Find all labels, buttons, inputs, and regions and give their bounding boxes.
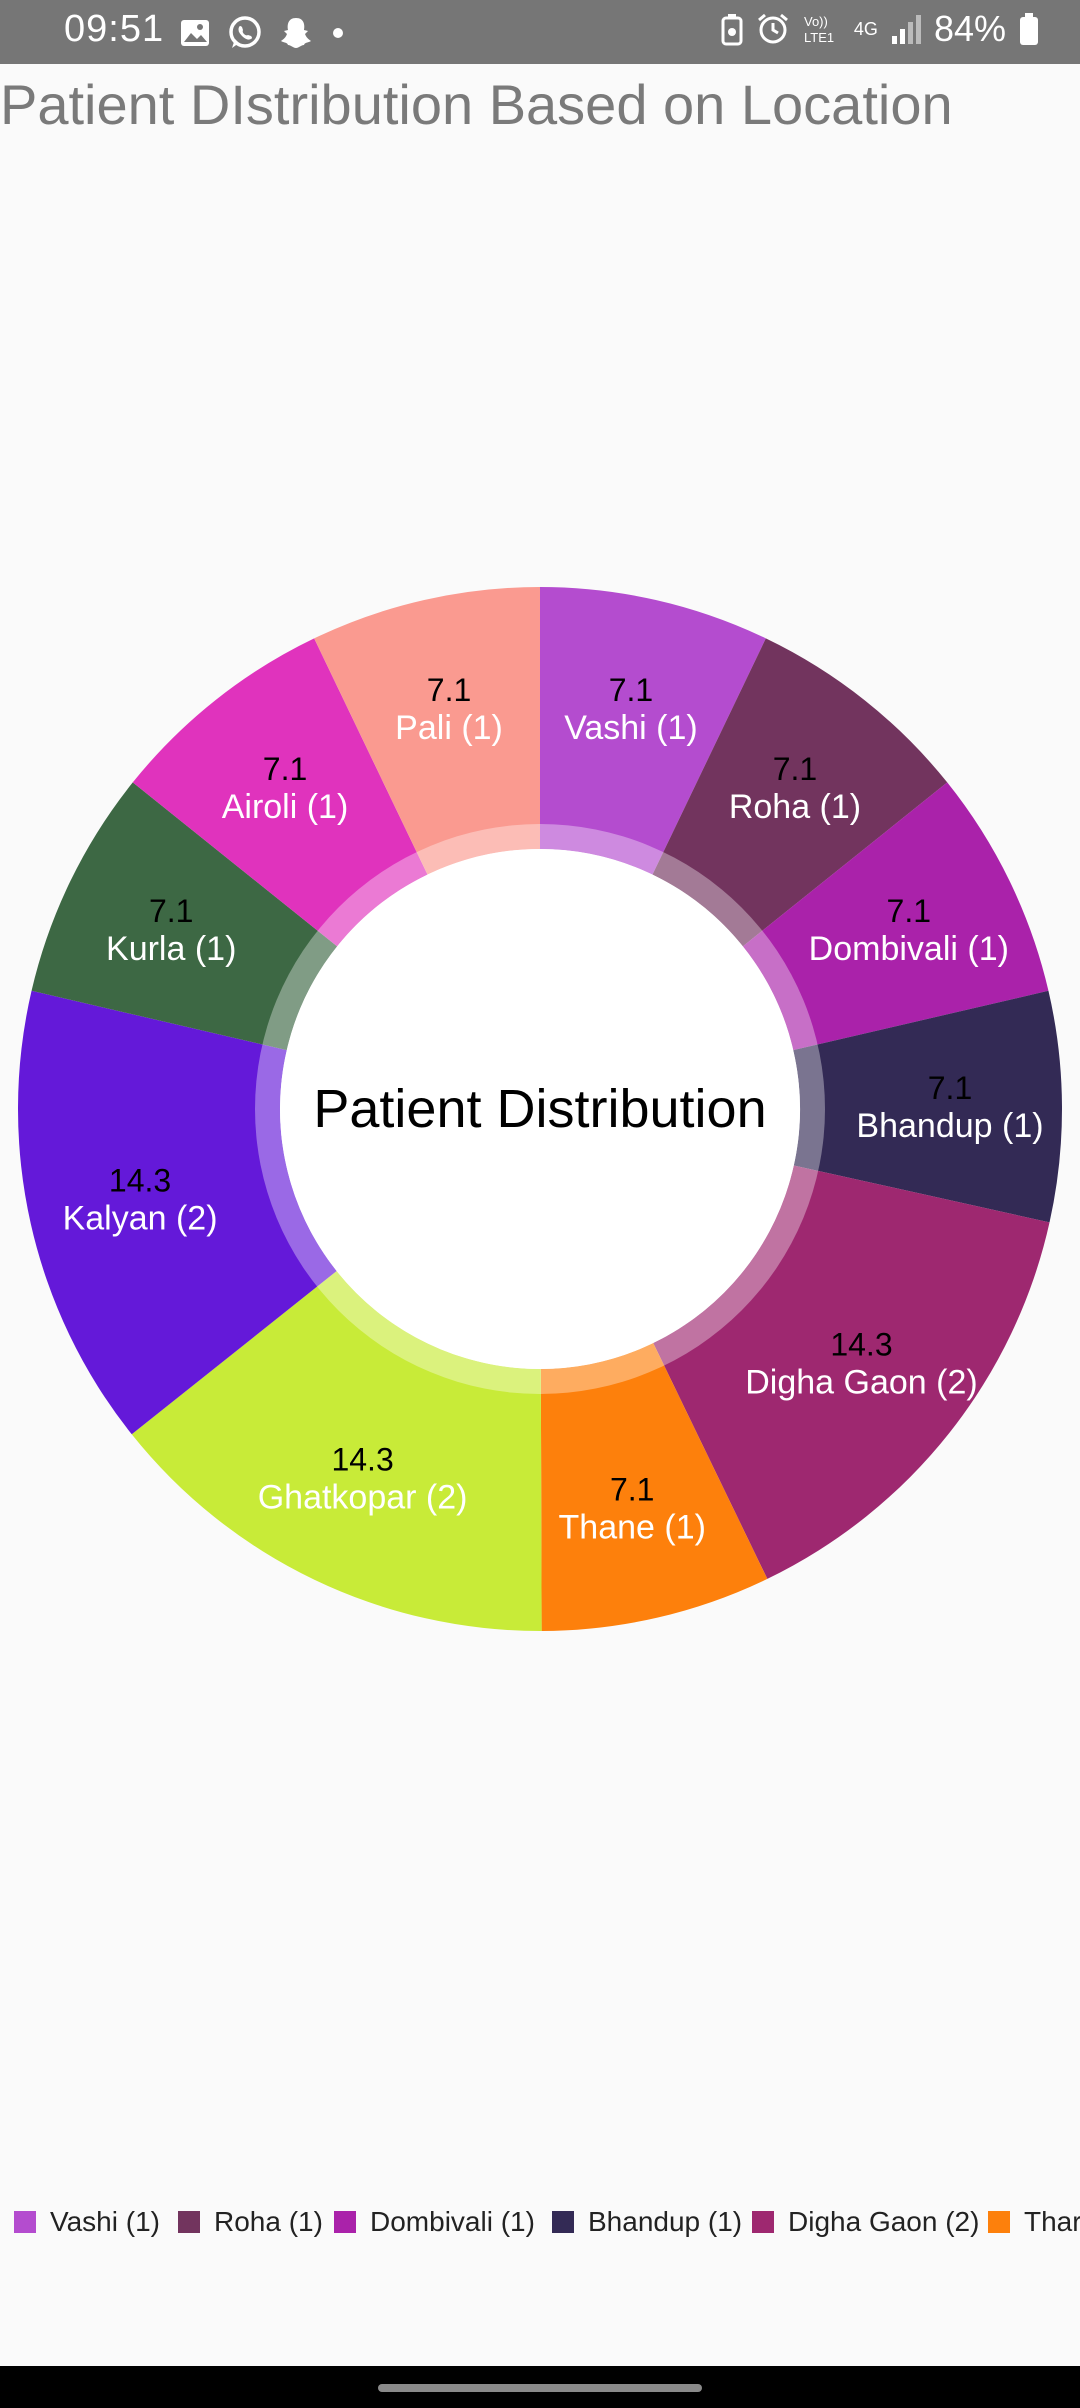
donut-hole — [280, 849, 800, 1369]
signal-icon — [891, 15, 921, 44]
center-label: Patient Distribution — [313, 1079, 766, 1139]
pie-slice[interactable] — [653, 1165, 1050, 1579]
battery-saver-icon — [721, 14, 743, 46]
slice-category-label: Bhandup (1) — [856, 1107, 1043, 1145]
svg-text:LTE1: LTE1 — [804, 30, 834, 45]
slice-category-label: Digha Gaon (2) — [745, 1363, 977, 1401]
slice-value-label: 7.1 — [610, 1471, 654, 1507]
slice-category-label: Kalyan (2) — [63, 1199, 218, 1237]
chart-legend: Vashi (1) Roha (1) Dombivali (1) Bhandup (1… — [0, 2206, 1080, 2250]
pie-slice[interactable] — [652, 638, 948, 947]
whatsapp-icon — [229, 16, 261, 48]
legend-item[interactable]: Thar — [988, 2206, 1080, 2238]
pie-slice[interactable] — [31, 782, 338, 1051]
slice-value-label: 7.1 — [928, 1070, 972, 1106]
legend-swatch — [988, 2211, 1010, 2233]
legend-label: Dombivali (1) — [370, 2206, 535, 2237]
legend-swatch — [552, 2211, 574, 2233]
slice-category-label: Ghatkopar (2) — [258, 1479, 468, 1517]
pie-slice[interactable] — [132, 638, 428, 947]
snapchat-icon — [281, 18, 311, 48]
navigation-bar — [0, 2366, 1080, 2408]
slice-value-label: 7.1 — [149, 893, 193, 929]
slice-value-label: 7.1 — [427, 672, 471, 708]
notification-icons — [178, 14, 348, 52]
legend-item[interactable]: Dombivali (1) — [334, 2206, 535, 2238]
legend-label: Digha Gaon (2) — [788, 2206, 980, 2237]
home-gesture-pill[interactable] — [378, 2384, 702, 2392]
pie-slice[interactable] — [131, 1271, 542, 1631]
pie-slice[interactable] — [17, 990, 337, 1435]
slice-value-label: 14.3 — [109, 1162, 171, 1198]
legend-label: Thar — [1024, 2206, 1080, 2237]
volte-icon: Vo))LTE1 — [804, 14, 834, 45]
network-type: 4G — [853, 19, 878, 39]
pie-slice[interactable] — [314, 587, 540, 875]
legend-item[interactable]: Vashi (1) — [14, 2206, 160, 2238]
slice-category-label: Dombivali (1) — [809, 930, 1009, 968]
dot-icon — [333, 28, 343, 38]
legend-item[interactable]: Bhandup (1) — [552, 2206, 742, 2238]
legend-swatch — [334, 2211, 356, 2233]
status-time: 09:51 — [64, 8, 165, 50]
legend-label: Roha (1) — [214, 2206, 323, 2237]
battery-icon — [1020, 13, 1038, 45]
legend-swatch — [178, 2211, 200, 2233]
slice-value-label: 7.1 — [263, 751, 307, 787]
status-right: Vo)) LTE1 4G 84% — [720, 8, 1040, 50]
alarm-icon — [757, 13, 788, 44]
slice-category-label: Kurla (1) — [106, 930, 236, 968]
slice-value-label: 14.3 — [331, 1442, 393, 1478]
slice-value-label: 7.1 — [609, 672, 653, 708]
status-bar: 09:51 Vo)) LTE1 4G 84% — [0, 0, 1080, 64]
pie-slice[interactable] — [540, 587, 766, 875]
legend-label: Bhandup (1) — [588, 2206, 743, 2237]
legend-item[interactable]: Digha Gaon (2) — [752, 2206, 979, 2238]
page-title: Patient DIstribution Based on Location — [0, 73, 953, 136]
slice-value-label: 7.1 — [773, 751, 817, 787]
pie-slice[interactable] — [793, 990, 1062, 1223]
slice-category-label: Thane (1) — [559, 1508, 706, 1546]
slice-value-label: 7.1 — [887, 893, 931, 929]
slice-category-label: Roha (1) — [729, 788, 861, 826]
slice-category-label: Airoli (1) — [222, 788, 349, 826]
svg-text:Vo)): Vo)) — [804, 14, 828, 29]
pie-slice[interactable] — [742, 782, 1049, 1051]
pie-slice[interactable] — [540, 1343, 768, 1631]
slice-category-label: Pali (1) — [395, 709, 503, 747]
legend-label: Vashi (1) — [50, 2206, 160, 2237]
legend-item[interactable]: Roha (1) — [178, 2206, 323, 2238]
legend-swatch — [752, 2211, 774, 2233]
gallery-icon — [181, 20, 209, 46]
battery-percent: 84% — [933, 8, 1006, 49]
slice-value-label: 14.3 — [830, 1326, 892, 1362]
legend-swatch — [14, 2211, 36, 2233]
slice-category-label: Vashi (1) — [564, 709, 698, 747]
